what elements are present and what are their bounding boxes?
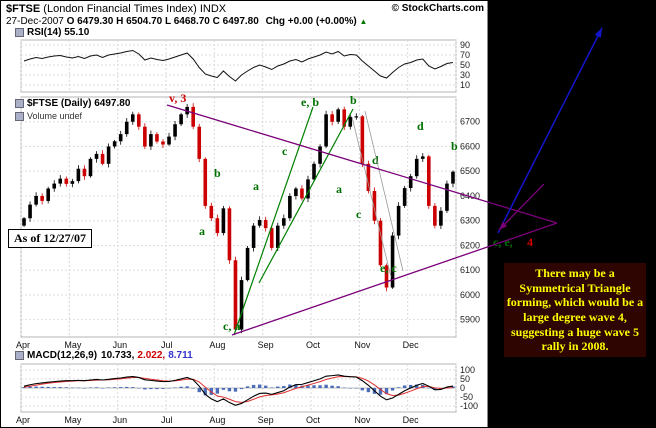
rsi-line [23, 49, 454, 82]
quote-date: 27-Dec-2007 [6, 16, 64, 27]
macd-panel-label: MACD(12,26,9) 10.733, 2.022, 8.711 [15, 350, 193, 361]
quote-change: Chg +0.00 (+0.00%) [265, 16, 357, 27]
axis-tick-label: 50 [460, 374, 470, 384]
x-axis-months-top: Apr May Jun Jul Aug Sep Oct Nov Dec [1, 340, 488, 351]
axis-tick-label: 6100 [460, 265, 480, 275]
month-gridlines [20, 40, 457, 92]
month-label: May [64, 340, 82, 350]
as-of-label: As of 12/27/07 [8, 229, 92, 248]
axis-tick-label: 50 [460, 60, 470, 70]
axis-tick-label: 5900 [460, 315, 480, 325]
axis-tick-label: 90 [460, 40, 470, 50]
chart-header: © StockCharts.com $FTSE (London Financia… [6, 3, 484, 15]
macd-signal-value: 2.022, [137, 350, 166, 361]
price-label-text: $FTSE (Daily) 6497.80 [27, 98, 131, 109]
rsi-plot-border [20, 39, 457, 93]
month-label: Sep [257, 340, 274, 350]
month-label: Aug [209, 415, 226, 425]
chart-area: © StockCharts.com $FTSE (London Financia… [1, 1, 488, 427]
axis-tick-label: -100 [460, 401, 478, 411]
indicator-icon [15, 27, 24, 37]
month-label: Jun [112, 415, 128, 425]
month-label: Dec [402, 340, 419, 350]
rsi-label-text: RSI(14) 55.10 [27, 27, 90, 38]
x-axis-months-bottom: Apr May Jun Jul Aug Sep Oct Nov Dec [1, 415, 488, 426]
analysis-note: There may be a Symmetrical Triangle form… [504, 263, 646, 357]
axis-tick-label: 30 [460, 70, 470, 80]
price-panel: 6700 6600 6500 6400 6300 6200 6100 6000 5900 [20, 96, 480, 338]
macd-line [23, 374, 454, 406]
ticker-symbol: $FTSE [6, 3, 41, 15]
axis-tick-label: 70 [460, 50, 470, 60]
axis-tick-label: -50 [460, 392, 473, 402]
change-up-icon: ▲ [359, 17, 368, 26]
month-label: Oct [306, 340, 321, 350]
volume-icon [15, 112, 24, 122]
price-panel-label: $FTSE (Daily) 6497.80 [15, 98, 130, 109]
axis-tick-label: 6600 [460, 141, 480, 151]
month-label: Jul [161, 340, 173, 350]
rsi-panel-label: RSI(14) 55.10 [15, 27, 89, 38]
month-label: Dec [402, 415, 419, 425]
macd-label-text: MACD(12,26,9) [27, 350, 98, 361]
month-label: Apr [16, 340, 31, 350]
ticker-title: (London Financial Times Index) INDX [40, 3, 227, 15]
stockcharts-copyright: © StockCharts.com [391, 3, 484, 14]
axis-tick-label: 10 [460, 80, 470, 90]
price-icon [15, 98, 24, 108]
axis-tick-label: 100 [460, 365, 475, 375]
price-plot-border [20, 96, 457, 338]
month-label: Nov [354, 340, 371, 350]
axis-tick-label: 6500 [460, 166, 480, 176]
month-label: Nov [354, 415, 371, 425]
month-label: Jul [161, 415, 173, 425]
macd-signal-line [23, 376, 454, 403]
axis-tick-label: 6000 [460, 290, 480, 300]
month-label: Oct [306, 415, 321, 425]
month-label: Apr [16, 415, 31, 425]
axis-tick-label: 6400 [460, 191, 480, 201]
quote-line: 27-Dec-2007 O 6479.30 H 6504.70 L 6468.7… [6, 16, 367, 27]
month-label: May [64, 415, 82, 425]
quote-ohlc: O 6479.30 H 6504.70 L 6468.70 C 6497.80 [66, 16, 259, 27]
indicator-icon [15, 350, 24, 360]
month-label: Sep [257, 415, 274, 425]
axis-tick-label: 0 [460, 383, 465, 393]
axis-tick-label: 6700 [460, 117, 480, 127]
axis-tick-label: 6200 [460, 240, 480, 250]
month-label: Aug [209, 340, 226, 350]
macd-value: 10.733, [101, 350, 135, 361]
axis-tick-label: 6300 [460, 216, 480, 226]
volume-label-text: Volume undef [27, 111, 83, 121]
volume-label: Volume undef [15, 111, 83, 122]
sidebar: There may be a Symmetrical Triangle form… [488, 1, 655, 427]
month-label: Jun [112, 340, 128, 350]
macd-hist-value: 8.711 [168, 350, 193, 361]
